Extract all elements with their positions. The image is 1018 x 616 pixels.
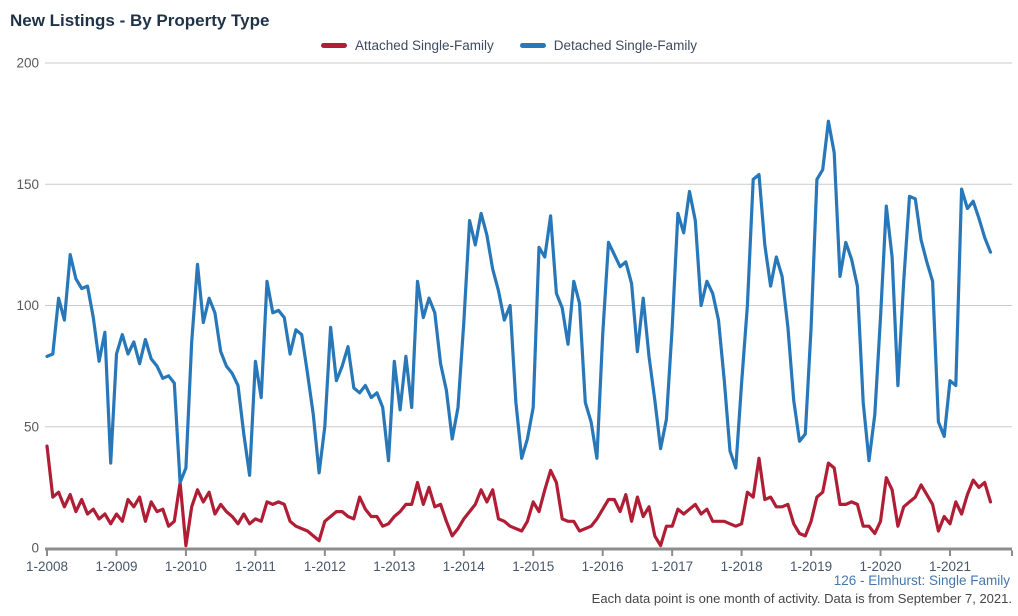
x-axis-tick-label: 1-2015 xyxy=(512,559,554,574)
y-axis-tick-label: 50 xyxy=(24,419,39,434)
chart-source-label: 126 - Elmhurst: Single Family xyxy=(833,573,1010,588)
x-axis-tick-label: 1-2013 xyxy=(373,559,415,574)
series-line-attached xyxy=(45,444,993,548)
legend-item-detached[interactable]: Detached Single-Family xyxy=(519,38,698,53)
y-axis-tick-label: 0 xyxy=(31,541,39,556)
x-axis-tick-label: 1-2009 xyxy=(95,559,137,574)
detached-series-swatch xyxy=(519,43,546,48)
chart-legend: Attached Single-Family Detached Single-F… xyxy=(0,38,1018,53)
y-axis-tick-label: 200 xyxy=(16,56,39,71)
y-axis-tick-label: 100 xyxy=(16,298,39,313)
x-axis-tick-label: 1-2012 xyxy=(304,559,346,574)
x-axis-tick-label: 1-2019 xyxy=(790,559,832,574)
x-axis-tick-label: 1-2010 xyxy=(165,559,207,574)
x-axis-tick-label: 1-2014 xyxy=(443,559,486,574)
series-line-detached xyxy=(45,119,993,485)
x-axis-tick-label: 1-2016 xyxy=(582,559,624,574)
legend-label-detached: Detached Single-Family xyxy=(553,38,698,53)
legend-item-attached[interactable]: Attached Single-Family xyxy=(320,38,494,53)
x-axis-tick-label: 1-2011 xyxy=(235,559,276,574)
chart-footnote: Each data point is one month of activity… xyxy=(591,591,1012,606)
x-axis-tick-label: 1-2021 xyxy=(929,559,971,574)
legend-label-attached: Attached Single-Family xyxy=(354,38,494,53)
attached-series-swatch xyxy=(320,43,347,48)
chart-title: New Listings - By Property Type xyxy=(10,11,270,30)
x-axis-tick-label: 1-2018 xyxy=(721,559,763,574)
x-axis-tick-label: 1-2008 xyxy=(26,559,68,574)
x-axis-tick-label: 1-2017 xyxy=(651,559,693,574)
x-axis-tick-label: 1-2020 xyxy=(860,559,902,574)
y-axis-tick-label: 150 xyxy=(16,177,39,192)
